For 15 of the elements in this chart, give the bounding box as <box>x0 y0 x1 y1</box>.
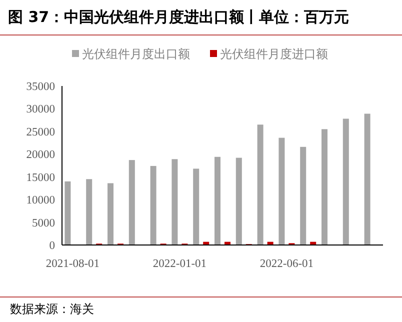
source-note: 数据来源：海关 <box>10 302 94 316</box>
y-tick-label: 5000 <box>32 217 56 230</box>
x-tick-label: 2021-08-01 <box>46 258 100 270</box>
y-tick-label: 10000 <box>26 194 56 207</box>
y-tick-label: 30000 <box>26 104 56 116</box>
x-tick-label: 2022-06-01 <box>260 258 314 270</box>
y-tick-label: 0 <box>49 240 56 252</box>
y-tick-label: 35000 <box>26 81 56 93</box>
y-tick-label: 20000 <box>26 149 56 162</box>
y-tick-label: 15000 <box>26 172 56 184</box>
legend-label: 光伏组件月度出口额 <box>82 47 190 61</box>
y-tick-label: 25000 <box>26 126 56 138</box>
legend-label: 光伏组件月度进口额 <box>220 47 328 61</box>
x-tick-label: 2022-01-01 <box>152 258 207 270</box>
chart-title: 图 37：中国光伏组件月度进出口额丨单位：百万元 <box>8 8 350 26</box>
